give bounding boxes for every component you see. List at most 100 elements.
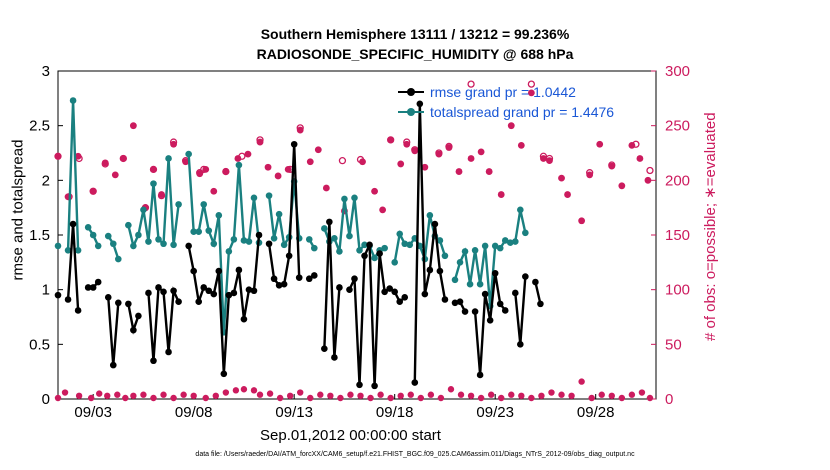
obs-count-low-point bbox=[347, 391, 354, 398]
totalspread-point bbox=[210, 240, 218, 248]
legend-label-spread: totalspread grand pr = 1.4476 bbox=[430, 104, 615, 120]
obs-evaluated-point bbox=[628, 141, 636, 149]
y-tick-label-left: 1.5 bbox=[29, 227, 50, 244]
totalspread-point bbox=[125, 221, 132, 229]
rmse-point bbox=[471, 308, 479, 315]
rmse-line bbox=[107, 297, 120, 366]
y-tick-label-right: 0 bbox=[665, 391, 673, 408]
rmse-point bbox=[160, 288, 167, 296]
rmse-point bbox=[532, 278, 539, 286]
totalspread-point bbox=[190, 228, 197, 236]
rmse-point bbox=[326, 218, 333, 226]
rmse-line bbox=[514, 276, 527, 345]
totalspread-point bbox=[396, 230, 404, 238]
rmse-point bbox=[461, 308, 469, 315]
x-tick-label: 09/03 bbox=[74, 404, 112, 421]
rmse-point bbox=[104, 294, 112, 301]
obs-count-low-point bbox=[104, 392, 111, 400]
obs-count-low-point bbox=[528, 394, 535, 402]
rmse-point bbox=[240, 315, 248, 323]
obs-evaluated-point bbox=[435, 150, 443, 158]
totalspread-point bbox=[305, 236, 313, 243]
obs-count-low-point bbox=[427, 391, 435, 398]
totalspread-point bbox=[517, 206, 524, 214]
legend-swatch-spread bbox=[398, 106, 424, 118]
legend: rmse grand pr = 1.0442 totalspread grand… bbox=[398, 82, 614, 122]
rmse-point bbox=[501, 307, 509, 314]
obs-evaluated-point bbox=[101, 159, 109, 167]
rmse-point bbox=[371, 382, 378, 390]
totalspread-point bbox=[501, 237, 509, 244]
totalspread-point bbox=[336, 248, 343, 255]
totalspread-point bbox=[215, 212, 223, 219]
totalspread-point bbox=[230, 236, 238, 243]
obs-count-low-point bbox=[130, 392, 137, 400]
obs-count-low-point bbox=[437, 394, 445, 402]
rmse-point bbox=[170, 287, 177, 295]
totalspread-point bbox=[74, 247, 82, 254]
totalspread-point bbox=[506, 239, 514, 246]
y-tick-label-right: 150 bbox=[665, 227, 690, 244]
y-tick-label-left: 2 bbox=[42, 172, 50, 189]
obs-count-low-point bbox=[61, 389, 69, 396]
obs-count-low-point bbox=[618, 394, 626, 402]
rmse-point bbox=[451, 299, 459, 307]
obs-evaluated-point bbox=[264, 163, 272, 171]
obs-evaluated-point bbox=[111, 171, 119, 179]
totalspread-point bbox=[426, 212, 434, 219]
obs-evaluated-point bbox=[314, 146, 322, 154]
totalspread-point bbox=[94, 242, 102, 250]
totalspread-point bbox=[165, 155, 172, 162]
y-tick-label-right: 50 bbox=[665, 336, 682, 353]
rmse-point bbox=[481, 290, 489, 298]
rmse-point bbox=[476, 371, 484, 379]
obs-evaluated-point bbox=[222, 168, 230, 175]
y-tick-label-left: 1 bbox=[42, 282, 50, 299]
obs-possible-point bbox=[646, 166, 654, 175]
x-tick-label: 09/28 bbox=[577, 404, 615, 421]
totalspread-point bbox=[89, 231, 97, 239]
totalspread-point bbox=[195, 228, 203, 236]
totalspread-point bbox=[391, 259, 398, 266]
rmse-point bbox=[245, 286, 253, 293]
totalspread-point bbox=[371, 254, 378, 262]
totalspread-point bbox=[135, 231, 142, 239]
obs-count-low-point bbox=[276, 394, 284, 402]
obs-evaluated-point bbox=[158, 191, 165, 198]
obs-count-low-point bbox=[327, 392, 334, 400]
obs-evaluated-point bbox=[359, 158, 366, 166]
totalspread-point bbox=[225, 248, 233, 255]
totalspread-point bbox=[175, 201, 182, 208]
obs-evaluated-point bbox=[636, 155, 644, 162]
rmse-point bbox=[336, 284, 343, 291]
obs-evaluated-point bbox=[284, 166, 292, 173]
obs-count-low-point bbox=[487, 391, 495, 398]
obs-count-low-point bbox=[638, 389, 646, 396]
obs-count-low-point bbox=[286, 392, 294, 400]
obs-evaluated-point bbox=[196, 170, 204, 178]
totalspread-point bbox=[235, 161, 243, 169]
y-tick-label-right: 200 bbox=[665, 172, 690, 189]
obs-evaluated-point bbox=[564, 191, 571, 198]
obs-count-low-point bbox=[54, 394, 62, 402]
totalspread-point bbox=[69, 97, 77, 104]
totalspread-point bbox=[451, 276, 459, 284]
right-axis: 0 50 100 150 200 250 300 bbox=[651, 63, 690, 408]
obs-evaluated-point bbox=[497, 191, 505, 198]
totalspread-point bbox=[155, 236, 162, 243]
legend-item-spread: totalspread grand pr = 1.4476 bbox=[398, 102, 614, 122]
rmse-point bbox=[109, 361, 117, 369]
obs-evaluated-point bbox=[182, 158, 190, 166]
obs-evaluated-point bbox=[202, 166, 210, 173]
obs-count-low-point bbox=[96, 390, 103, 397]
totalspread-point bbox=[341, 195, 348, 203]
x-tick-label: 09/08 bbox=[175, 404, 213, 421]
rmse-point bbox=[84, 284, 92, 291]
rmse-point bbox=[195, 298, 203, 305]
obs-evaluated-point bbox=[296, 126, 304, 134]
totalspread-point bbox=[145, 238, 152, 245]
rmse-point bbox=[351, 275, 358, 283]
legend-label-rmse: rmse grand pr = 1.0442 bbox=[430, 84, 576, 100]
totalspread-point bbox=[130, 242, 137, 250]
totalspread-point bbox=[115, 255, 122, 263]
